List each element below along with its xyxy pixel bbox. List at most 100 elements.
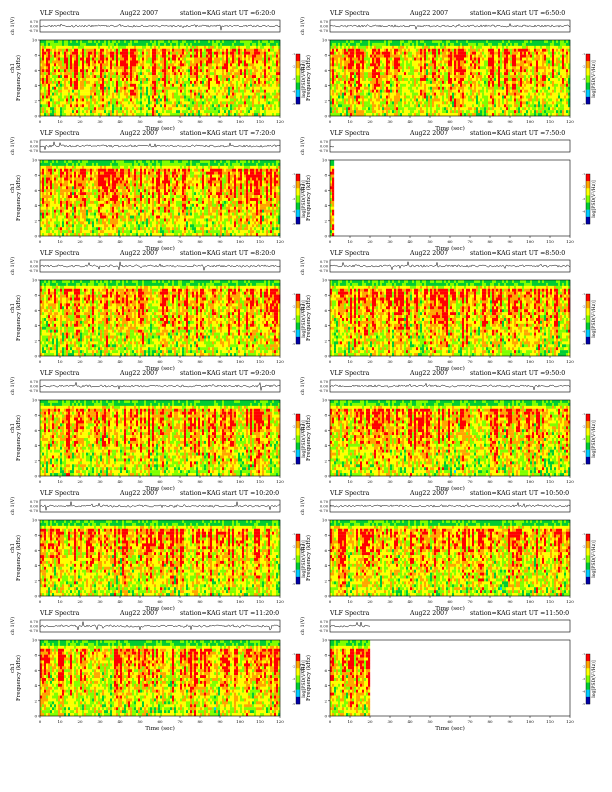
spectrogram-cell [72,51,75,55]
spectrogram-cell [60,40,63,44]
spectrogram-cell [416,101,419,105]
spectrogram-cell [148,45,151,49]
spectrogram-cell [76,113,79,117]
spectrogram-cell [146,110,149,114]
spectrogram-cell [160,107,163,111]
spectrogram-cell [428,45,431,49]
spectrogram-cell [162,54,165,58]
spectrogram-cell [158,42,161,46]
spectrogram-cell [376,60,379,64]
spectrogram-cell [374,98,377,102]
spectrogram-cell [342,86,345,90]
spectrogram-cell [446,48,449,52]
spectrogram-cell [80,51,83,55]
spectrogram-cell [454,63,457,67]
spectrogram-cell [226,98,229,102]
spectrogram-cell [410,78,413,82]
spectrogram-cell [210,104,213,108]
spectrogram-cell [350,40,353,44]
spectrogram-cell [362,57,365,61]
spectrogram-cell [444,69,447,73]
spectrogram-cell [98,51,101,55]
spectrogram-cell [346,63,349,67]
spectrogram-cell [434,60,437,64]
spectrogram-cell [40,80,43,84]
spectrogram-cell [46,92,49,96]
spectrogram-cell [78,98,81,102]
spectrogram-cell [208,83,211,87]
spectrogram-cell [454,101,457,105]
spectrogram-cell [246,101,249,105]
spectrogram-cell [194,75,197,79]
spectrogram-cell [232,104,235,108]
spectrogram-cell [184,80,187,84]
spectrogram-cell [422,69,425,73]
spectrogram-cell [392,107,395,111]
spectrogram-cell [270,45,273,49]
spectrogram-cell [158,75,161,79]
spectrogram-cell [274,80,277,84]
spectrogram-cell [366,48,369,52]
spectrogram-cell [262,75,265,79]
spectrogram-cell [96,66,99,70]
spectrogram-cell [344,86,347,90]
spectrogram-cell [278,66,281,70]
spectrogram-cell [244,113,247,117]
spectrogram-cell [452,92,455,96]
spectrogram-cell [380,66,383,70]
spectrogram-cell [438,45,441,49]
spectrogram-cell [66,86,69,90]
spectrogram-cell [340,57,343,61]
spectrogram-cell [188,89,191,93]
spectrogram-cell [420,54,423,58]
spectrogram-cell [222,48,225,52]
spectrogram-cell [126,51,129,55]
spectrogram-cell [96,57,99,61]
spectrogram-cell [398,51,401,55]
spectrogram-cell [168,57,171,61]
spectrogram-cell [208,51,211,55]
spectrogram-cell [196,63,199,67]
spectrogram-cell [344,60,347,64]
spectrogram-cell [48,42,51,46]
spectrogram-cell [42,110,45,114]
spectrogram-cell [206,95,209,99]
spectrogram-cell [442,51,445,55]
spectrogram-cell [66,78,69,82]
spectrogram-cell [334,69,337,73]
spectrogram-cell [214,57,217,61]
spectrogram-cell [440,80,443,84]
spectrogram-cell [372,92,375,96]
spectrogram-cell [432,75,435,79]
spectrogram-cell [84,80,87,84]
spectrogram-cell [240,51,243,55]
spectrogram-cell [234,48,237,52]
spectrogram-cell [214,92,217,96]
spectrogram-cell [252,42,255,46]
spectrogram-cell [100,101,103,105]
spectrogram-cell [366,45,369,49]
spectrogram-cell [416,40,419,44]
spectrogram-cell [138,101,141,105]
spectrogram-cell [166,57,169,61]
spectrogram-cell [334,113,337,117]
spectrogram-cell [338,98,341,102]
spectrogram-cell [166,63,169,67]
spectrogram-cell [124,80,127,84]
spectrogram-cell [230,45,233,49]
spectrogram-cell [334,42,337,46]
spectrogram-cell [250,86,253,90]
spectrogram-cell [42,89,45,93]
spectrogram-cell [206,89,209,93]
spectrogram-cell [82,42,85,46]
spectrogram-cell [206,66,209,70]
spectrogram-cell [460,83,463,87]
spectrogram-cell [152,48,155,52]
spectrogram-cell [426,86,429,90]
spectrogram-cell [272,60,275,64]
spectrogram-cell [220,42,223,46]
spectrogram-cell [346,57,349,61]
spectrogram-cell [368,48,371,52]
spectrogram-cell [182,104,185,108]
spectrogram-cell [110,80,113,84]
